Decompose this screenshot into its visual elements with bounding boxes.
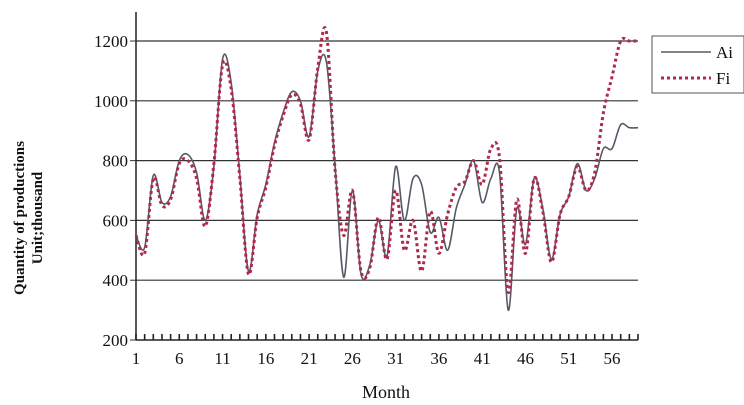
x-tick-label-31: 31 <box>387 349 404 368</box>
x-tick-label-46: 46 <box>517 349 534 368</box>
y-tick-label-1000: 1000 <box>94 92 128 111</box>
x-tick-label-16: 16 <box>257 349 274 368</box>
x-tick-label-51: 51 <box>560 349 577 368</box>
x-tick-label-41: 41 <box>474 349 491 368</box>
legend-box <box>651 35 744 94</box>
x-tick-label-6: 6 <box>175 349 184 368</box>
y-tick-label-600: 600 <box>103 211 129 230</box>
series-line-fi <box>134 26 638 294</box>
y-tick-label-200: 200 <box>103 331 129 350</box>
series-group <box>134 26 639 311</box>
x-tick-labels: 1 6 11 16 21 26 31 36 41 46 51 56 <box>132 349 621 368</box>
y-axis-title-line1: Quantity of productions <box>12 141 28 295</box>
legend-label-ai: Ai <box>716 43 733 62</box>
x-tick-label-26: 26 <box>344 349 361 368</box>
x-tick-label-36: 36 <box>430 349 447 368</box>
axes <box>130 12 639 341</box>
x-tick-label-1: 1 <box>132 349 141 368</box>
x-axis-title: Month <box>362 382 410 402</box>
x-tick-label-56: 56 <box>604 349 621 368</box>
y-tick-label-800: 800 <box>103 152 129 171</box>
grid <box>136 40 638 281</box>
y-tick-label-1200: 1200 <box>94 32 128 51</box>
legend-label-fi: Fi <box>716 69 730 88</box>
y-axis-title-line2: Unit;thousand <box>30 171 46 264</box>
y-tick-label-400: 400 <box>103 271 129 290</box>
y-tick-labels: 200 400 600 800 1000 1200 <box>94 32 128 350</box>
legend: Ai Fi <box>651 35 744 94</box>
x-tick-label-11: 11 <box>214 349 230 368</box>
x-tick-label-21: 21 <box>301 349 318 368</box>
